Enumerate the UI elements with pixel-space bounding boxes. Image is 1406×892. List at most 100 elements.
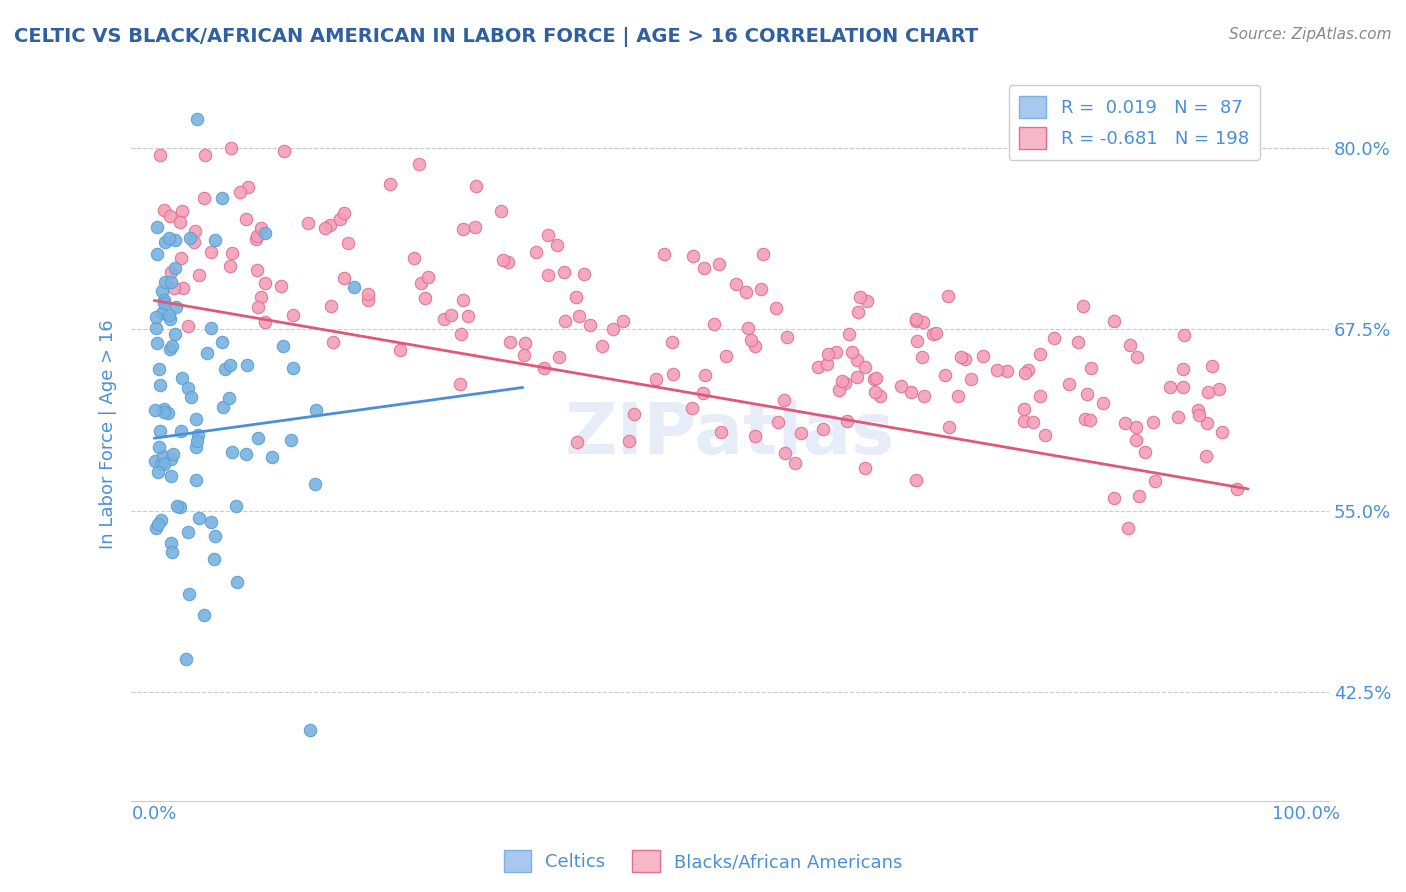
Point	[152, 457, 174, 471]
Point	[1022, 416, 1045, 430]
Point	[176, 319, 198, 334]
Point	[143, 403, 166, 417]
Point	[591, 339, 613, 353]
Point	[1043, 331, 1066, 345]
Point	[166, 499, 188, 513]
Point	[152, 450, 174, 464]
Point	[744, 339, 766, 353]
Point	[188, 511, 211, 525]
Point	[1142, 415, 1164, 429]
Point	[865, 371, 887, 385]
Point	[187, 428, 209, 442]
Point	[869, 389, 891, 403]
Point	[343, 280, 366, 294]
Point	[831, 374, 853, 388]
Point	[204, 529, 226, 543]
Point	[146, 516, 169, 531]
Point	[150, 513, 173, 527]
Point	[162, 447, 184, 461]
Point	[143, 453, 166, 467]
Point	[661, 334, 683, 349]
Point	[783, 456, 806, 470]
Point	[568, 309, 591, 323]
Point	[846, 305, 869, 319]
Point	[155, 276, 177, 290]
Point	[652, 247, 675, 261]
Point	[433, 311, 456, 326]
Point	[193, 607, 215, 622]
Point	[298, 723, 321, 738]
Point	[1188, 408, 1211, 422]
Point	[211, 190, 233, 204]
Point	[450, 376, 472, 391]
Point	[1029, 389, 1052, 403]
Point	[245, 232, 267, 246]
Point	[524, 245, 547, 260]
Point	[922, 326, 945, 341]
Text: ZIPatlas: ZIPatlas	[565, 401, 896, 469]
Point	[153, 296, 176, 310]
Point	[247, 431, 270, 445]
Point	[149, 148, 172, 162]
Point	[565, 434, 588, 449]
Point	[204, 233, 226, 247]
Point	[146, 335, 169, 350]
Point	[250, 289, 273, 303]
Point	[905, 334, 928, 349]
Point	[776, 330, 799, 344]
Point	[249, 221, 271, 235]
Point	[714, 349, 737, 363]
Point	[564, 289, 586, 303]
Point	[692, 385, 714, 400]
Point	[357, 287, 380, 301]
Point	[177, 587, 200, 601]
Point	[536, 268, 558, 282]
Point	[314, 221, 336, 235]
Point	[1080, 361, 1102, 376]
Point	[904, 473, 927, 487]
Point	[772, 392, 794, 407]
Point	[1119, 338, 1142, 352]
Point	[218, 391, 240, 405]
Point	[176, 381, 198, 395]
Point	[1201, 359, 1223, 374]
Point	[451, 221, 474, 235]
Point	[533, 361, 555, 376]
Point	[221, 445, 243, 459]
Point	[904, 313, 927, 327]
Point	[283, 308, 305, 322]
Point	[496, 255, 519, 269]
Point	[297, 216, 319, 230]
Point	[319, 218, 342, 232]
Point	[1125, 434, 1147, 448]
Point	[329, 212, 352, 227]
Point	[145, 310, 167, 324]
Point	[1173, 327, 1195, 342]
Point	[912, 388, 935, 402]
Point	[817, 347, 839, 361]
Point	[554, 314, 576, 328]
Point	[270, 279, 292, 293]
Point	[160, 535, 183, 549]
Point	[765, 301, 787, 315]
Point	[159, 230, 181, 244]
Point	[332, 271, 354, 285]
Point	[838, 326, 860, 341]
Point	[1116, 521, 1139, 535]
Point	[953, 352, 976, 367]
Point	[246, 229, 269, 244]
Point	[160, 452, 183, 467]
Point	[169, 215, 191, 229]
Point	[1128, 489, 1150, 503]
Point	[489, 204, 512, 219]
Legend: Celtics, Blacks/African Americans: Celtics, Blacks/African Americans	[494, 839, 912, 883]
Point	[246, 263, 269, 277]
Point	[662, 367, 685, 381]
Point	[157, 309, 180, 323]
Point	[846, 369, 869, 384]
Point	[145, 520, 167, 534]
Point	[548, 351, 571, 365]
Point	[246, 300, 269, 314]
Point	[157, 406, 180, 420]
Point	[162, 545, 184, 559]
